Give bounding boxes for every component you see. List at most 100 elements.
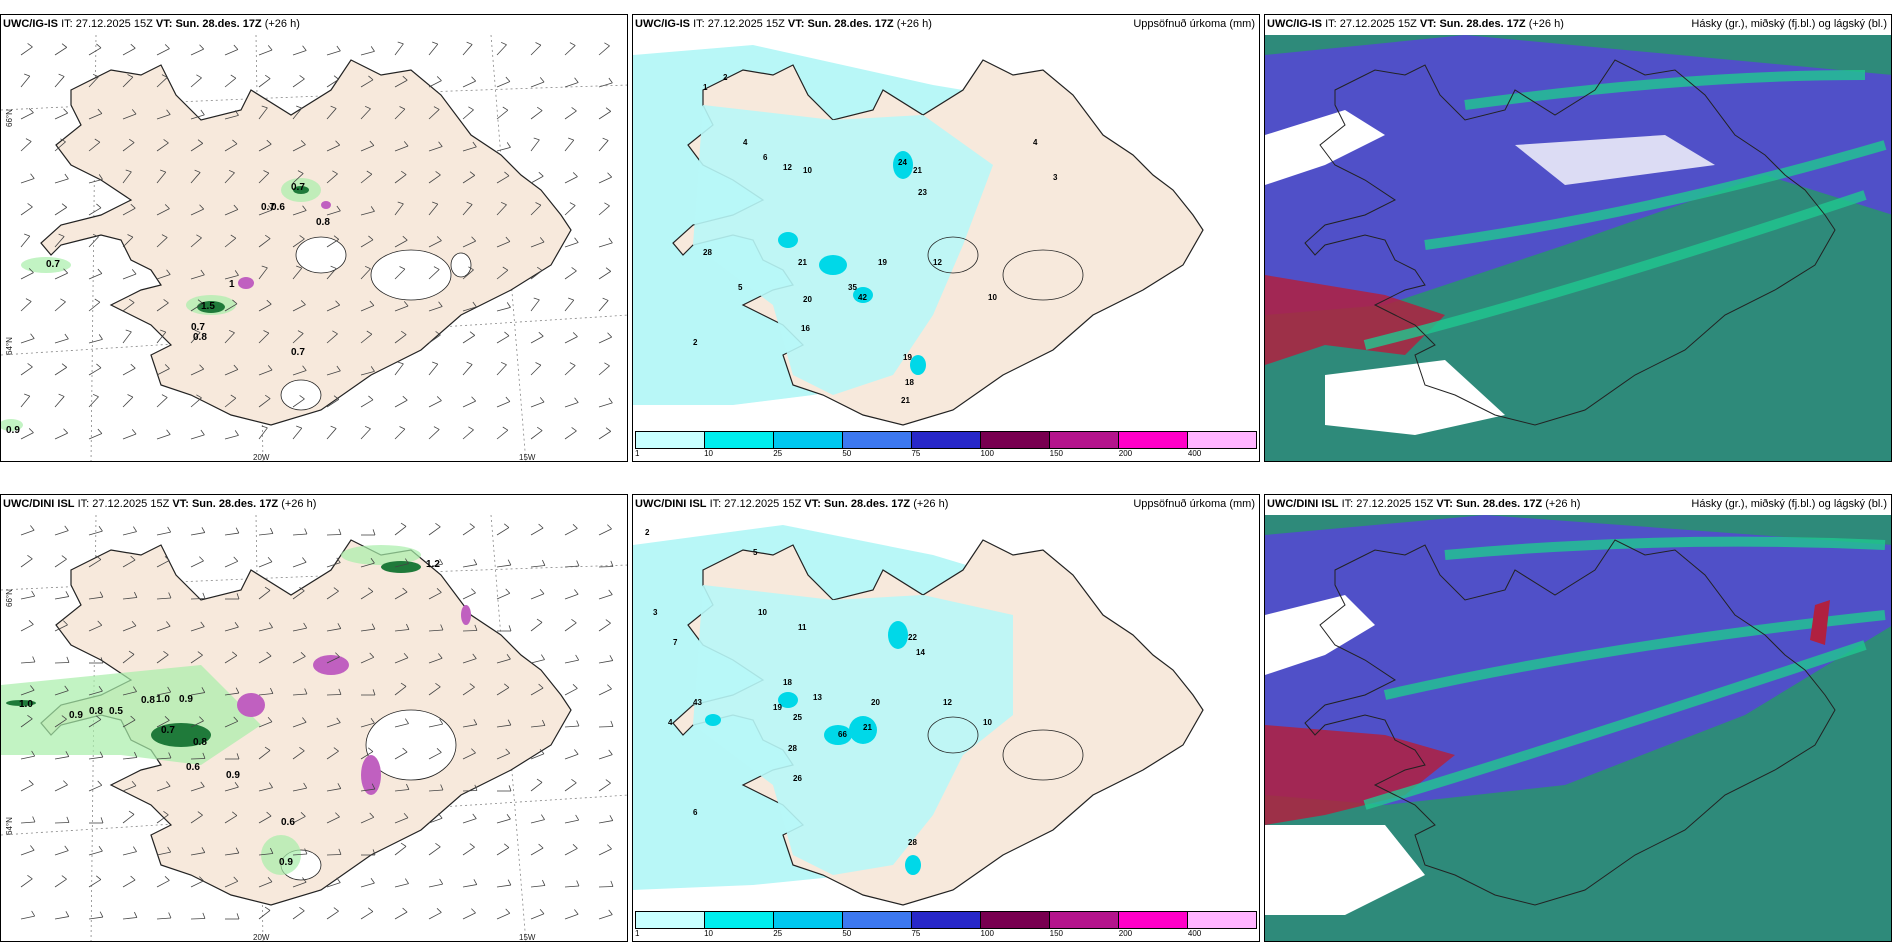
wind-barb-flag [230, 74, 237, 79]
svg-text:0.9: 0.9 [6, 425, 20, 436]
wind-barb [190, 172, 201, 184]
wind-barb-flag [231, 651, 238, 656]
wind-barb [530, 364, 542, 376]
wind-barb [598, 300, 609, 312]
wind-barb-flag [236, 753, 240, 760]
wind-barb [258, 750, 271, 760]
wind-barb-flag [397, 361, 404, 365]
wind-barb-flag [300, 140, 306, 145]
wind-barb-flag [469, 171, 475, 176]
wind-barb-flag [472, 653, 477, 659]
wind-barb-flag [502, 426, 509, 431]
wind-barb [326, 788, 341, 792]
wind-barb-flag [471, 748, 476, 754]
wind-barb [54, 367, 67, 376]
svg-text:18: 18 [783, 678, 792, 687]
wind-barb [292, 750, 305, 760]
wind-barb [20, 595, 35, 600]
wind-barb [564, 819, 579, 824]
wind-barb [564, 299, 575, 312]
wind-barb [20, 301, 32, 312]
wind-barb-flag [296, 265, 302, 269]
wind-barb-flag [372, 849, 376, 856]
svg-text:21: 21 [901, 396, 910, 405]
wind-barb-flag [164, 364, 170, 369]
wind-barb [360, 173, 373, 184]
wind-barb [564, 82, 579, 88]
wind-barb [598, 528, 612, 536]
wind-barb [564, 205, 576, 216]
wind-barb-flag [303, 622, 308, 629]
wind-barb [292, 78, 305, 88]
svg-text:0.9: 0.9 [69, 710, 83, 721]
wind-barb-flag [572, 844, 578, 849]
wind-barb-flag [508, 625, 512, 632]
wind-barb-flag [302, 45, 307, 51]
wind-barb [224, 209, 239, 216]
wind-barb [496, 81, 511, 88]
wind-barb-flag [602, 137, 609, 141]
wind-barb-flag [370, 877, 375, 884]
wind-barb-flag [370, 46, 375, 52]
wind-barb-flag [502, 106, 509, 111]
wind-barb-flag [433, 426, 440, 430]
wind-barb [292, 590, 305, 600]
wind-barb-flag [402, 75, 408, 81]
wind-barb-flag [233, 716, 239, 722]
wind-barb-flag [131, 109, 137, 115]
wind-barb [122, 559, 136, 568]
wind-barb-flag [506, 653, 511, 660]
wind-barb [530, 622, 543, 632]
wind-barb [360, 751, 374, 760]
wind-barb-flag [604, 362, 610, 367]
wind-barb-flag [505, 76, 511, 82]
wind-barb-flag [130, 555, 136, 561]
wind-barb-flag [264, 746, 271, 751]
wind-barb-flag [63, 428, 68, 434]
wind-barb [530, 44, 542, 56]
wind-barb [598, 402, 613, 408]
wind-barb [20, 821, 35, 824]
wind-barb [122, 76, 134, 88]
lat-label-66: 66°N [5, 109, 14, 127]
wind-barb [20, 755, 35, 760]
wind-barb-flag [330, 265, 337, 269]
wind-barb [122, 171, 132, 184]
svg-text:0.9: 0.9 [179, 694, 193, 705]
wind-barb-flag [542, 719, 546, 726]
wind-barb-flag [230, 394, 237, 399]
wind-barb-flag [505, 396, 511, 402]
wind-barb-flag [500, 201, 507, 206]
wind-barb-flag [92, 393, 99, 398]
panel-title: UWC/DINI ISL IT: 27.12.2025 15Z VT: Sun.… [635, 498, 949, 510]
wind-barb-flag [296, 105, 302, 109]
wind-barb-flag [130, 43, 136, 49]
wind-barb-flag [335, 140, 340, 146]
wind-barb-flag [134, 911, 138, 918]
wind-barb-flag [338, 528, 342, 535]
wind-barb [326, 590, 339, 600]
wind-barb-flag [333, 907, 339, 912]
wind-barb [598, 205, 610, 216]
svg-text:2: 2 [693, 338, 698, 347]
wind-barb-flag [236, 913, 240, 920]
wind-barb-flag [436, 76, 442, 81]
wind-barb [564, 402, 579, 408]
wind-barb [190, 626, 205, 632]
wind-barb [530, 81, 545, 88]
wind-barb-flag [402, 235, 408, 241]
wind-barb-flag [433, 106, 440, 110]
wind-barb [530, 593, 545, 600]
wind-barb-flag [268, 622, 273, 628]
wind-barb [326, 108, 337, 120]
wind-barb [428, 240, 442, 248]
wind-barb [326, 562, 341, 568]
colorbar-tick: 200 [1118, 929, 1133, 938]
wind-barb-flag [439, 878, 444, 885]
wind-barb [564, 270, 577, 280]
wind-barb-flag [539, 77, 545, 83]
wind-barb-flag [402, 395, 408, 401]
wind-barb [462, 658, 477, 664]
colorbar-swatch [843, 432, 912, 448]
svg-text:28: 28 [788, 744, 797, 753]
